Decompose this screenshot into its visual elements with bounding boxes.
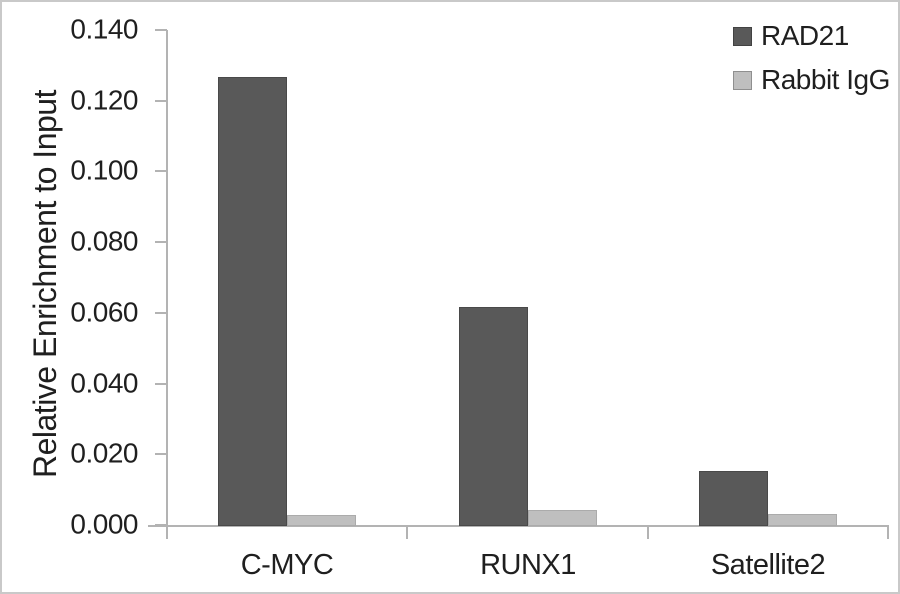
y-tick-label: 0.100 xyxy=(70,154,138,186)
y-tick-label: 0.140 xyxy=(70,13,138,45)
x-tick-label: C-MYC xyxy=(240,549,334,581)
bar-rabbit-igg-runx1 xyxy=(528,510,597,526)
legend-label: Rabbit IgG xyxy=(761,64,890,95)
x-category-tick xyxy=(646,525,649,539)
y-tick xyxy=(155,241,167,244)
y-tick xyxy=(155,311,167,314)
legend-item: RAD21 xyxy=(733,14,890,58)
y-tick-label: 0.020 xyxy=(70,437,138,469)
legend-label: RAD21 xyxy=(761,20,849,51)
legend-marker-rabbit-igg xyxy=(733,70,752,90)
y-tick xyxy=(155,453,167,456)
legend-marker-rad21 xyxy=(733,26,752,46)
y-tick xyxy=(155,29,167,31)
bar-rad21-c-myc xyxy=(218,77,287,526)
x-category-tick xyxy=(887,525,889,539)
y-tick xyxy=(155,382,167,385)
y-tick-label: 0.080 xyxy=(70,225,138,257)
y-axis-line xyxy=(166,30,168,539)
bar-rabbit-igg-c-myc xyxy=(287,515,356,526)
y-tick xyxy=(155,99,167,102)
bar-rabbit-igg-satellite2 xyxy=(768,514,837,526)
bar-rad21-runx1 xyxy=(459,307,528,526)
x-tick-label: RUNX1 xyxy=(480,549,576,581)
legend-item: Rabbit IgG xyxy=(733,58,890,102)
y-tick-label: 0.000 xyxy=(70,508,138,540)
y-tick xyxy=(155,170,167,173)
y-tick-label: 0.120 xyxy=(70,84,138,116)
x-category-tick xyxy=(406,525,409,539)
legend: RAD21 Rabbit IgG xyxy=(733,14,890,102)
x-tick-label: Satellite2 xyxy=(710,549,826,581)
bar-rad21-satellite2 xyxy=(699,471,768,526)
y-tick-label: 0.060 xyxy=(70,296,138,328)
x-axis-line xyxy=(148,525,888,527)
y-tick-label: 0.040 xyxy=(70,366,138,398)
